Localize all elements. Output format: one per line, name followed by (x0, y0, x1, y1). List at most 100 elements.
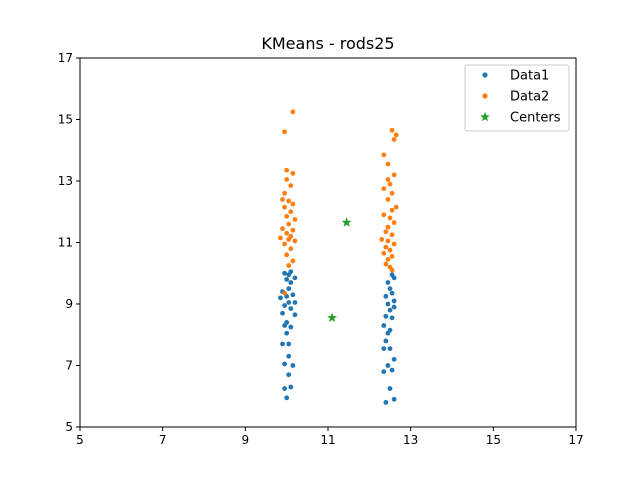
data-point-data1 (385, 301, 391, 307)
data-point-data1 (290, 363, 296, 368)
x-tick-label: 11 (320, 433, 335, 447)
legend-marker-circle (482, 93, 488, 99)
data-point-data2 (389, 232, 395, 238)
data-point-data2 (288, 246, 294, 252)
data-point-data1 (282, 386, 287, 391)
data-point-data1 (381, 323, 387, 328)
data-point-data2 (393, 204, 399, 210)
chart-title: KMeans - rods25 (261, 34, 394, 53)
data-point-data2 (389, 190, 395, 196)
x-tick-label: 5 (76, 433, 84, 447)
y-tick-label: 17 (58, 51, 73, 65)
data-point-data2 (280, 197, 285, 202)
data-point-data2 (290, 170, 296, 176)
data-point-data2 (292, 217, 298, 222)
legend-box (464, 64, 570, 132)
data-point-data1 (286, 372, 292, 378)
data-point-data2 (278, 235, 283, 241)
data-point-data2 (383, 261, 389, 267)
data-point-data2 (290, 201, 296, 207)
legend-entry-data1: Data1 (482, 69, 549, 84)
data-point-data2 (391, 172, 397, 178)
data-point-data2 (286, 263, 292, 268)
data-point-data1 (284, 320, 290, 325)
data-point-data1 (284, 395, 290, 401)
data-point-data1 (278, 295, 283, 301)
center-star-point (341, 217, 352, 227)
data-point-data2 (292, 238, 298, 244)
y-tick-label: 13 (58, 174, 73, 188)
data-point-data2 (391, 241, 397, 247)
legend-label: Data1 (510, 69, 549, 84)
y-tick-label: 11 (58, 236, 73, 250)
data-point-data2 (387, 215, 393, 221)
data-point-data1 (389, 272, 395, 278)
data-point-data2 (286, 237, 292, 242)
data-point-data2 (389, 207, 395, 213)
data-point-data1 (391, 356, 397, 362)
data-point-data2 (385, 224, 391, 230)
data-point-data2 (389, 253, 395, 259)
data-point-data2 (284, 252, 290, 258)
data-point-data1 (292, 300, 298, 305)
data-point-data2 (385, 238, 391, 244)
data-point-data2 (290, 258, 296, 264)
data-point-data1 (286, 286, 292, 292)
data-point-data2 (381, 186, 387, 192)
data-point-data1 (282, 270, 287, 276)
data-point-data1 (282, 361, 287, 367)
data-point-data2 (284, 177, 290, 182)
data-point-data1 (387, 286, 393, 292)
legend: Data1 Data2 Centers (464, 64, 570, 132)
data-point-data1 (288, 384, 294, 390)
data-point-data2 (381, 152, 387, 158)
x-tick-label: 9 (242, 433, 250, 447)
data-point-data1 (387, 346, 393, 351)
legend-label: Centers (510, 111, 561, 126)
axes: 5 7 9 11 13 15 17 5 7 9 11 13 15 17 (58, 51, 584, 447)
data-point-data2 (282, 290, 287, 296)
data-point-data1 (288, 306, 294, 312)
data-point-data2 (282, 204, 287, 210)
data-point-data1 (292, 275, 298, 281)
series-centers (327, 217, 352, 323)
data-point-data2 (290, 227, 296, 233)
center-star-point (327, 312, 338, 323)
data-point-data1 (389, 315, 395, 321)
y-tick-label: 15 (58, 113, 73, 127)
data-point-data1 (284, 277, 290, 282)
plot-area (278, 109, 399, 405)
data-point-data2 (381, 212, 387, 218)
data-point-data1 (288, 324, 294, 330)
data-point-data2 (282, 190, 287, 196)
data-point-data2 (284, 213, 290, 219)
data-point-data1 (280, 310, 285, 316)
data-point-data2 (280, 226, 285, 232)
data-point-data2 (391, 137, 397, 142)
legend-label: Data2 (510, 90, 549, 105)
legend-marker-circle (482, 72, 488, 78)
data-point-data1 (280, 341, 285, 347)
data-point-data1 (387, 307, 393, 313)
data-point-data1 (286, 300, 292, 305)
series-data2 (278, 109, 399, 296)
data-point-data2 (385, 161, 391, 167)
data-point-data1 (389, 290, 395, 296)
data-point-data1 (383, 293, 389, 299)
data-point-data1 (383, 313, 389, 319)
data-point-data2 (286, 198, 292, 204)
data-point-data2 (284, 230, 290, 236)
data-point-data2 (385, 197, 391, 202)
data-point-data2 (387, 181, 393, 187)
y-tick-label: 9 (65, 297, 73, 311)
data-point-data2 (383, 244, 389, 250)
data-point-data2 (286, 221, 292, 227)
data-point-data2 (379, 237, 385, 242)
data-point-data1 (381, 346, 387, 351)
data-point-data1 (292, 312, 298, 318)
data-point-data2 (389, 267, 395, 273)
y-tick-label: 7 (65, 359, 73, 373)
data-point-data1 (290, 292, 296, 298)
